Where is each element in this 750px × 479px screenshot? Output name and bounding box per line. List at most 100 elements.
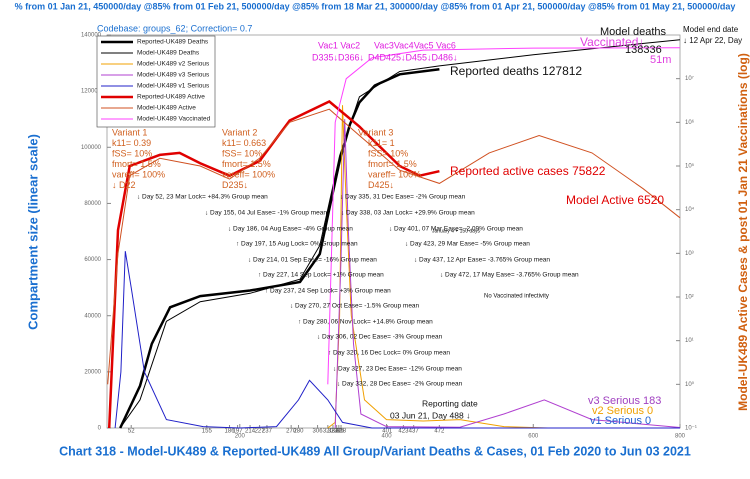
variant-note: k11= 0.39 bbox=[112, 138, 151, 148]
event-day-label: 270 bbox=[286, 429, 297, 435]
event-note: ↓ Day 472, 17 May Ease= -3.765% Group me… bbox=[440, 272, 579, 279]
event-day-label: 306 bbox=[313, 429, 324, 435]
event-day-label: 320 bbox=[323, 429, 334, 435]
event-note: ↑ Day 280, 06 Nov Lock= +14.8% Group mea… bbox=[298, 319, 433, 326]
variant-note: k11= 0.663 bbox=[222, 138, 266, 148]
end-label: Reported active cases 75822 bbox=[450, 164, 606, 178]
legend-label: Model-UK489 Vaccinated bbox=[137, 116, 211, 123]
legend-box bbox=[96, 35, 216, 128]
y2-tick-label: 10⁰ bbox=[685, 381, 695, 388]
event-note: ↓ Day 327, 23 Dec Ease= -12% Group mean bbox=[333, 366, 462, 373]
x-tick-label: 200 bbox=[235, 434, 246, 440]
event-day-label: 52 bbox=[128, 429, 135, 435]
event-day-label: 155 bbox=[202, 429, 213, 435]
y2-tick-label: 10⁻¹ bbox=[685, 426, 697, 432]
y2-axis-label: Model-UK489 Active Cases & post 01 Jan 2… bbox=[736, 53, 750, 411]
y-tick-label: 60000 bbox=[84, 257, 101, 263]
legend-label: Model-UK489 v1 Serious bbox=[137, 83, 210, 90]
y2-tick-label: 10⁴ bbox=[685, 206, 695, 213]
end-label: 51m bbox=[650, 54, 671, 66]
event-note: ↓ Day 338, 03 Jan Lock= +29.9% Group mea… bbox=[341, 210, 475, 217]
y2-tick-label: 10⁶ bbox=[685, 119, 695, 126]
series-line bbox=[119, 67, 440, 429]
variant-note: Variant 1 bbox=[112, 127, 147, 137]
variant-note: fSS= 10% bbox=[112, 148, 152, 158]
event-note: ↓ Day 423, 29 Mar Ease= -5% Group mean bbox=[405, 241, 530, 248]
end-label: v1 Serious 0 bbox=[590, 415, 651, 427]
x-tick-label: 800 bbox=[675, 434, 686, 440]
variant-note: fSS= 10% bbox=[222, 148, 262, 158]
event-day-label: 227 bbox=[255, 429, 266, 435]
series-line bbox=[327, 47, 681, 385]
event-note: ↑ Day 227, 14 Sep Lock= +1% Group mean bbox=[258, 272, 384, 279]
y-tick-label: 140000 bbox=[81, 33, 102, 39]
note: January 4 + 150 days bbox=[432, 228, 480, 234]
event-day-label: 472 bbox=[434, 429, 445, 435]
variant-note: fmort= 1.5% bbox=[112, 159, 161, 169]
variant-note: D425↓ bbox=[368, 180, 394, 190]
vac-note: Vac3Vac4Vac5 Vac6 bbox=[374, 40, 456, 50]
event-note: ↑ Day 197, 15 Aug Lock= 0% Group mean bbox=[236, 241, 358, 248]
event-day-label: 335 bbox=[334, 429, 345, 435]
note: 03 Jun 21, Day 488 ↓ bbox=[390, 410, 470, 420]
variant-note: fmort= 1.5% bbox=[368, 159, 417, 169]
event-note: ↓ Day 306, 02 Dec Ease= -3% Group mean bbox=[317, 334, 443, 341]
variant-note: D235↓ bbox=[222, 180, 248, 190]
subtitle: Codebase: groups_62; Correction= 0.7 bbox=[97, 23, 252, 33]
series-line bbox=[114, 251, 680, 429]
end-label: ↓ 12 Apr 22, Day bbox=[683, 36, 742, 45]
y-tick-label: 120000 bbox=[81, 89, 102, 95]
y-tick-label: 100000 bbox=[81, 145, 102, 151]
event-note: ↑ Day 237, 24 Sep Lock= +3% Group mean bbox=[265, 288, 391, 295]
y2-tick-label: 10⁵ bbox=[685, 163, 695, 170]
end-label: v3 Serious 183 bbox=[588, 395, 661, 407]
y2-tick-label: 10² bbox=[685, 295, 694, 301]
event-note: ↓ Day 155, 04 Jul Ease= -1% Group mean bbox=[205, 210, 327, 217]
vac-note: Vac1 Vac2 bbox=[318, 40, 360, 50]
variant-note: vareff= 100% bbox=[222, 169, 275, 179]
y-tick-label: 40000 bbox=[84, 313, 101, 319]
variant-note: vareff= 100% bbox=[112, 169, 165, 179]
series-line bbox=[119, 39, 681, 429]
event-day-label: 423 bbox=[398, 429, 409, 435]
legend-label: Model-UK489 Active bbox=[137, 105, 196, 112]
event-day-label: 338 bbox=[336, 429, 347, 435]
event-day-label: 237 bbox=[262, 429, 273, 435]
end-label: Model deaths bbox=[600, 26, 667, 38]
y-axis-label: Compartment size (linear scale) bbox=[25, 134, 40, 330]
event-day-label: 197 bbox=[233, 429, 244, 435]
y2-tick-label: 10³ bbox=[685, 251, 694, 257]
event-note: ↓ Day 437, 12 Apr Ease= -3.765% Group me… bbox=[414, 257, 550, 264]
legend-label: Model-UK489 v2 Serious bbox=[137, 61, 210, 68]
series-line bbox=[334, 119, 681, 429]
legend-label: Model-UK489 v3 Serious bbox=[137, 72, 210, 79]
event-day-label: 437 bbox=[409, 429, 420, 435]
variant-note: k11= 1 bbox=[368, 138, 395, 148]
event-day-label: 401 bbox=[382, 429, 393, 435]
banner: % from 01 Jan 21, 450000/day @85% from 0… bbox=[15, 1, 736, 11]
variant-note: vareff= 100% bbox=[368, 169, 421, 179]
legend-label: Reported-UK489 Deaths bbox=[137, 39, 209, 46]
vac-note: D335↓D366↓ bbox=[312, 52, 364, 62]
event-note: ↓ Day 332, 28 Dec Ease= -2% Group mean bbox=[337, 381, 463, 388]
event-day-label: 332 bbox=[332, 429, 343, 435]
variant-note: Variant 3 bbox=[358, 127, 393, 137]
event-note: ↓ Day 214, 01 Sep Ease= -16% Group mean bbox=[248, 257, 377, 264]
y-tick-label: 0 bbox=[98, 426, 102, 432]
series-line bbox=[107, 108, 681, 385]
legend-label: Model-UK489 Deaths bbox=[137, 50, 200, 57]
event-note: ↓ Day 52, 23 Mar Lock= +84.3% Group mean bbox=[137, 194, 268, 201]
event-note: ↓ Day 401, 07 Mar Ease= -2.09% Group mea… bbox=[389, 226, 523, 233]
vac-note: D4D425↓D455↓D486↓ bbox=[368, 52, 458, 62]
x-tick-label: 600 bbox=[528, 434, 539, 440]
note: No Vaccinated infectivity bbox=[484, 294, 549, 300]
end-label: Model end date bbox=[683, 25, 739, 34]
note: Reporting date bbox=[422, 398, 478, 408]
end-label: Vaccinated↓ bbox=[580, 35, 644, 49]
end-label: v2 Serious 0 bbox=[592, 405, 653, 417]
event-note: ↑ Day 320, 16 Dec Lock= 0% Group mean bbox=[328, 350, 450, 357]
event-day-label: 214 bbox=[245, 429, 256, 435]
variant-note: fmort= 1.5% bbox=[222, 159, 271, 169]
end-label: Model Active 6520 bbox=[566, 193, 664, 207]
